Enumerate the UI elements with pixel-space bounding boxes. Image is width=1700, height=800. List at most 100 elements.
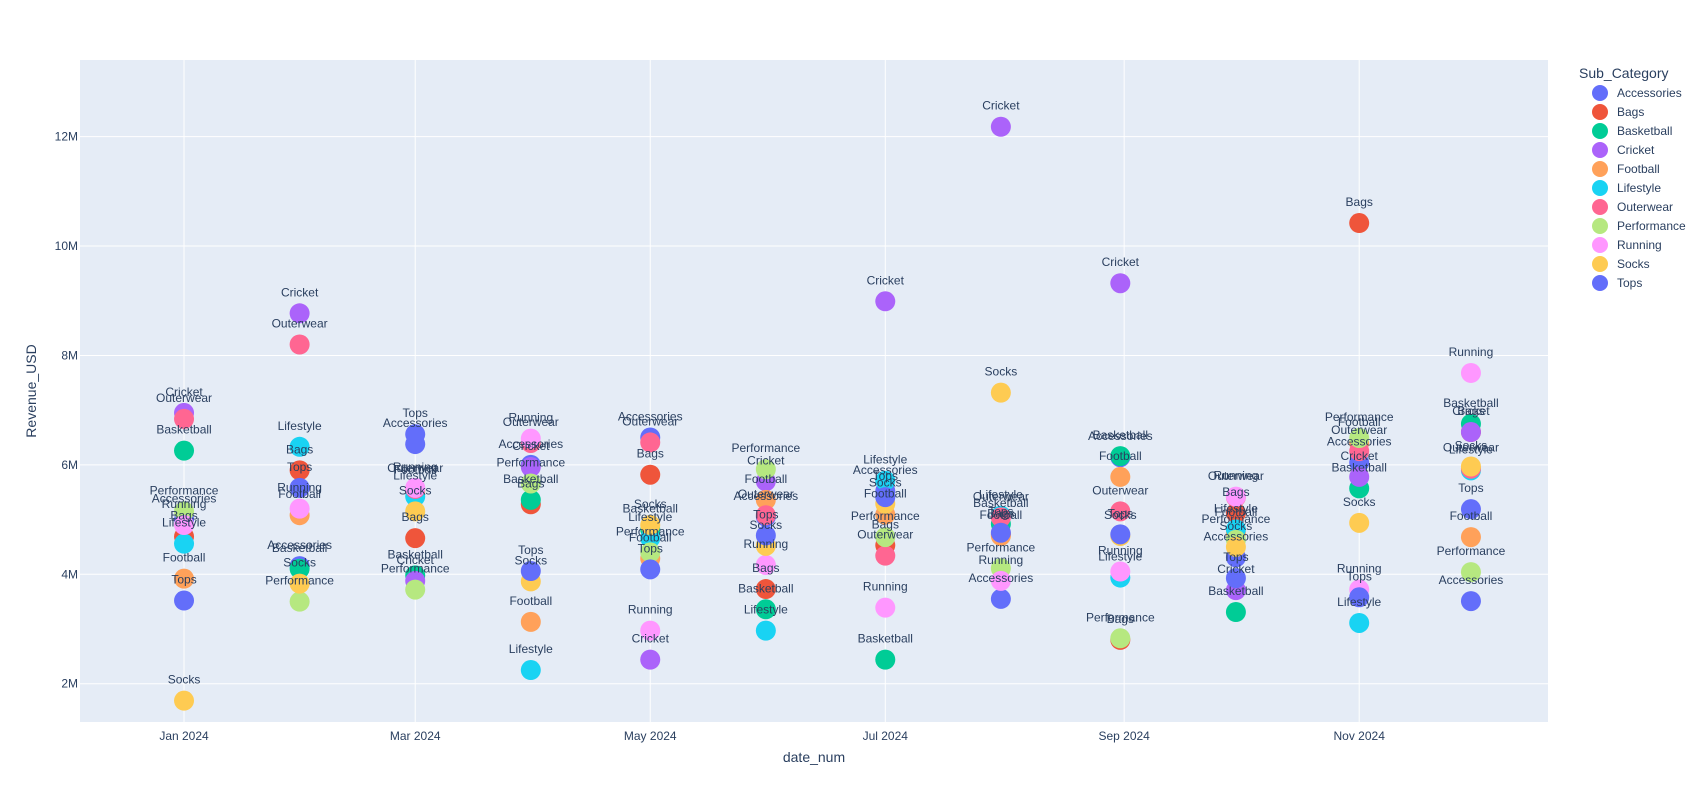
data-point[interactable] xyxy=(1460,422,1481,443)
data-point[interactable] xyxy=(520,489,541,510)
data-point[interactable] xyxy=(755,620,776,641)
legend-marker[interactable] xyxy=(1592,142,1608,158)
legend-marker[interactable] xyxy=(1592,85,1608,101)
data-point[interactable] xyxy=(1349,612,1370,633)
data-point[interactable] xyxy=(990,588,1011,609)
data-point[interactable] xyxy=(174,568,195,589)
data-point[interactable] xyxy=(875,527,896,548)
data-point[interactable] xyxy=(875,597,896,618)
data-point[interactable] xyxy=(289,436,310,457)
data-point[interactable] xyxy=(640,559,661,580)
data-point[interactable] xyxy=(289,477,310,498)
data-point[interactable] xyxy=(640,464,661,485)
legend-marker[interactable] xyxy=(1592,123,1608,139)
legend-label[interactable]: Cricket xyxy=(1617,143,1655,157)
data-point[interactable] xyxy=(875,649,896,670)
data-point[interactable] xyxy=(755,525,776,546)
data-point[interactable] xyxy=(405,424,426,445)
legend-label[interactable]: Tops xyxy=(1617,276,1642,290)
data-point[interactable] xyxy=(1110,628,1131,649)
legend-marker[interactable] xyxy=(1592,237,1608,253)
data-point[interactable] xyxy=(1349,428,1370,449)
legend-marker[interactable] xyxy=(1592,256,1608,272)
data-point[interactable] xyxy=(990,570,1011,591)
data-point[interactable] xyxy=(289,303,310,324)
data-point[interactable] xyxy=(520,560,541,581)
data-point[interactable] xyxy=(640,542,661,563)
data-point[interactable] xyxy=(1110,466,1131,487)
data-point[interactable] xyxy=(520,611,541,632)
legend-label[interactable]: Outerwear xyxy=(1617,200,1673,214)
data-point[interactable] xyxy=(1349,466,1370,487)
legend-label[interactable]: Performance xyxy=(1617,219,1686,233)
legend-marker[interactable] xyxy=(1592,199,1608,215)
data-point[interactable] xyxy=(1460,499,1481,520)
data-point[interactable] xyxy=(1110,524,1131,545)
legend-label[interactable]: Socks xyxy=(1617,257,1650,271)
legend-label[interactable]: Accessories xyxy=(1617,86,1682,100)
data-point[interactable] xyxy=(1460,591,1481,612)
data-point[interactable] xyxy=(289,591,310,612)
data-point[interactable] xyxy=(990,507,1011,528)
legend-marker[interactable] xyxy=(1592,180,1608,196)
data-point[interactable] xyxy=(1225,536,1246,557)
data-point[interactable] xyxy=(174,533,195,554)
data-point[interactable] xyxy=(405,501,426,522)
data-point[interactable] xyxy=(640,649,661,670)
data-point[interactable] xyxy=(289,558,310,579)
legend-label[interactable]: Basketball xyxy=(1617,124,1672,138)
legend-marker[interactable] xyxy=(1592,275,1608,291)
data-point[interactable] xyxy=(990,382,1011,403)
data-point[interactable] xyxy=(1225,486,1246,507)
data-point[interactable] xyxy=(174,515,195,536)
data-point[interactable] xyxy=(640,620,661,641)
data-point[interactable] xyxy=(174,501,195,522)
data-point[interactable] xyxy=(1110,501,1131,522)
data-point[interactable] xyxy=(1110,446,1131,467)
data-point[interactable] xyxy=(1225,602,1246,623)
data-point[interactable] xyxy=(755,489,776,510)
data-point[interactable] xyxy=(289,498,310,519)
data-point[interactable] xyxy=(1349,213,1370,234)
data-point[interactable] xyxy=(990,522,1011,543)
data-point[interactable] xyxy=(520,660,541,681)
data-point[interactable] xyxy=(875,291,896,312)
data-point[interactable] xyxy=(1460,362,1481,383)
data-point[interactable] xyxy=(1225,568,1246,589)
legend-marker[interactable] xyxy=(1592,218,1608,234)
data-point[interactable] xyxy=(405,528,426,549)
data-point[interactable] xyxy=(405,477,426,498)
data-point[interactable] xyxy=(520,473,541,494)
data-point[interactable] xyxy=(289,460,310,481)
data-point[interactable] xyxy=(875,545,896,566)
data-point[interactable] xyxy=(520,428,541,449)
data-point[interactable] xyxy=(1460,456,1481,477)
data-point[interactable] xyxy=(174,590,195,611)
data-point[interactable] xyxy=(1110,561,1131,582)
data-point[interactable] xyxy=(755,505,776,526)
data-point[interactable] xyxy=(755,579,776,600)
data-point[interactable] xyxy=(875,487,896,508)
legend-label[interactable]: Running xyxy=(1617,238,1662,252)
legend-marker[interactable] xyxy=(1592,161,1608,177)
legend-label[interactable]: Football xyxy=(1617,162,1660,176)
data-point[interactable] xyxy=(755,459,776,480)
data-point[interactable] xyxy=(640,432,661,453)
data-point[interactable] xyxy=(640,515,661,536)
data-point[interactable] xyxy=(755,554,776,575)
data-point[interactable] xyxy=(289,334,310,355)
legend-marker[interactable] xyxy=(1592,104,1608,120)
data-point[interactable] xyxy=(1460,527,1481,548)
legend-label[interactable]: Lifestyle xyxy=(1617,181,1661,195)
data-point[interactable] xyxy=(520,457,541,478)
legend-label[interactable]: Bags xyxy=(1617,105,1644,119)
data-point[interactable] xyxy=(174,440,195,461)
data-point[interactable] xyxy=(405,579,426,600)
data-point[interactable] xyxy=(289,573,310,594)
data-point[interactable] xyxy=(1349,587,1370,608)
data-point[interactable] xyxy=(174,690,195,711)
data-point[interactable] xyxy=(1349,512,1370,533)
data-point[interactable] xyxy=(1110,273,1131,294)
data-point[interactable] xyxy=(174,408,195,429)
data-point[interactable] xyxy=(1460,562,1481,583)
